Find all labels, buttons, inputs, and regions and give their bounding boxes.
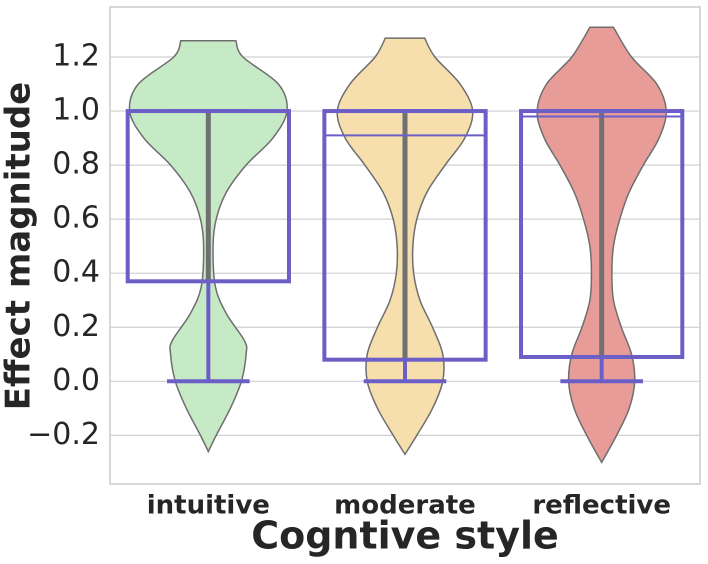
marks [125, 26, 685, 464]
x-axis-label: Cogntive style [251, 514, 559, 558]
y-tick-label: 0.2 [52, 309, 100, 344]
y-axis-label: Effect magnitude [0, 82, 39, 411]
x-tick-label: intuitive [147, 491, 270, 521]
y-tick-label: 1.0 [52, 93, 100, 128]
y-tick-label: −0.2 [27, 417, 100, 452]
y-tick-label: 1.2 [52, 38, 100, 73]
x-tick-label: reflective [532, 491, 671, 521]
y-tick-label: 0.8 [52, 147, 100, 182]
y-tick-label: 0.4 [52, 255, 100, 290]
box [322, 109, 488, 362]
y-tick-label: 0.0 [52, 363, 100, 398]
x-tick-label: moderate [334, 491, 476, 521]
y-tick-label: 0.6 [52, 201, 100, 236]
box [519, 109, 685, 359]
